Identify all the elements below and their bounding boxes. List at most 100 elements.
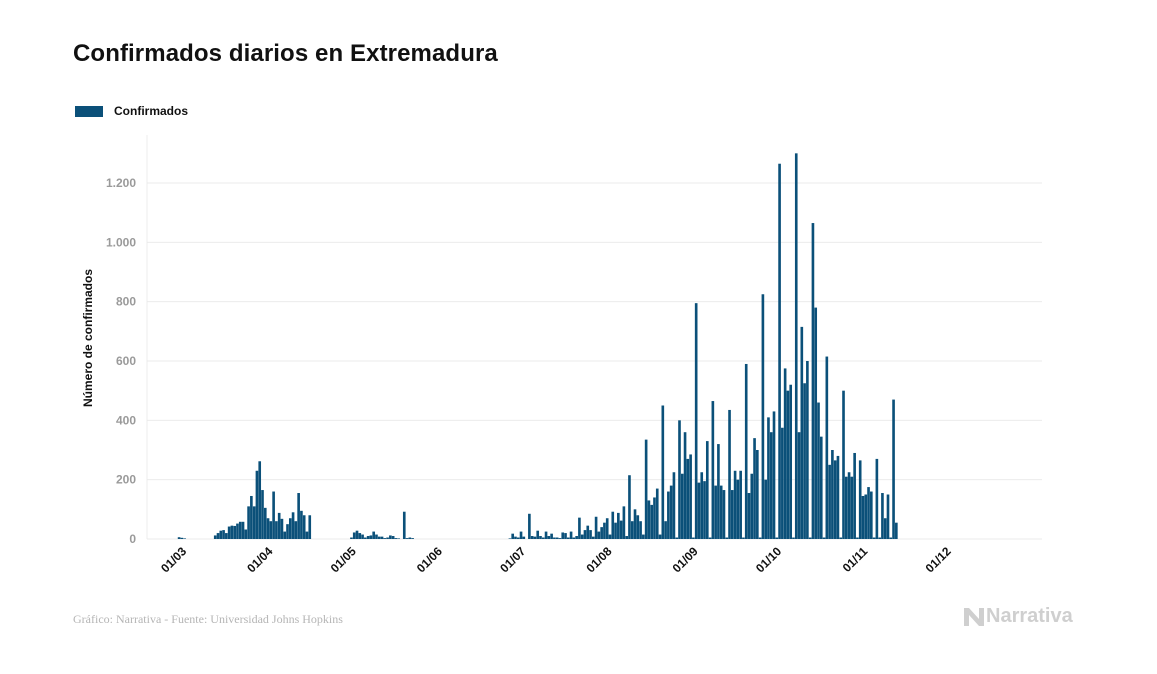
bar (711, 401, 715, 539)
bar (831, 450, 834, 539)
bar (580, 534, 584, 539)
bar (511, 533, 515, 539)
bar (870, 491, 873, 539)
bar (628, 475, 631, 539)
bar (280, 518, 284, 539)
bar (536, 530, 540, 539)
bar (658, 534, 662, 539)
bar (747, 493, 751, 539)
bar (806, 361, 809, 539)
bar (700, 472, 704, 539)
gridlines (146, 135, 1042, 540)
bar (361, 534, 364, 539)
narrativa-logo-icon (964, 607, 984, 626)
bar (375, 534, 378, 539)
bar (772, 411, 776, 539)
bar (639, 521, 642, 539)
bar (892, 399, 895, 539)
x-tick-label: 01/05 (328, 544, 359, 575)
brand-name: Narrativa (986, 605, 1073, 627)
brand-logo: Narrativa (964, 605, 1073, 628)
bar (222, 530, 225, 539)
bar (550, 533, 553, 539)
bar (180, 537, 184, 539)
bars (177, 153, 898, 540)
bar (233, 525, 237, 539)
bar (263, 507, 267, 539)
bar (558, 538, 562, 539)
bar (597, 531, 601, 539)
bar (839, 537, 843, 539)
bar (386, 537, 389, 539)
bar (792, 537, 795, 539)
x-tick-label: 01/10 (753, 544, 784, 575)
bar (647, 500, 651, 539)
bar (411, 538, 414, 539)
source-credit: Gráfico: Narrativa - Fuente: Universidad… (73, 612, 343, 626)
bar (781, 427, 784, 539)
bar (697, 482, 701, 539)
bar (800, 326, 804, 539)
bar (717, 444, 720, 539)
bar (225, 533, 228, 539)
bar (828, 464, 831, 539)
bar (714, 485, 717, 539)
bar (308, 515, 312, 539)
bar (236, 523, 239, 539)
bar (266, 518, 270, 539)
bar (719, 485, 723, 539)
bar (269, 521, 273, 539)
bar (867, 487, 870, 539)
bar (783, 368, 787, 539)
bar (397, 538, 401, 539)
bar (814, 307, 818, 539)
bar (528, 513, 531, 539)
bar (566, 537, 570, 539)
bar (572, 537, 576, 539)
bar (683, 432, 687, 539)
bar (705, 441, 709, 539)
bar (689, 454, 692, 539)
legend-swatch (75, 105, 103, 117)
bar (394, 538, 398, 539)
bar (889, 537, 893, 539)
bar (213, 535, 217, 539)
bar (391, 536, 395, 539)
bar (592, 536, 595, 539)
bar (655, 488, 659, 539)
x-tick-label: 01/07 (497, 544, 528, 575)
bar (250, 495, 253, 539)
bar (742, 537, 745, 539)
bar (177, 537, 181, 539)
y-tick-label: 600 (116, 354, 136, 368)
bar (288, 518, 292, 539)
bar (617, 512, 620, 539)
y-tick-label: 200 (116, 473, 136, 487)
bar (283, 531, 287, 539)
bar (672, 472, 676, 539)
bar (561, 532, 565, 539)
bar (603, 522, 606, 539)
bar (541, 537, 545, 539)
bar (555, 537, 559, 539)
bar (703, 481, 706, 539)
bar (878, 537, 881, 539)
bar (847, 472, 851, 539)
bar (275, 521, 278, 539)
bar (667, 491, 670, 539)
bar (255, 470, 259, 539)
x-tick-label: 01/03 (158, 544, 189, 575)
bar (686, 458, 690, 539)
bar (758, 537, 762, 539)
bar (564, 533, 567, 539)
bar (761, 294, 765, 539)
bar (244, 529, 248, 539)
bar (611, 511, 615, 539)
bar (547, 536, 551, 539)
bar (241, 521, 245, 539)
bar (861, 495, 865, 539)
bar (369, 535, 373, 539)
bar (258, 461, 262, 539)
bar (286, 524, 289, 539)
